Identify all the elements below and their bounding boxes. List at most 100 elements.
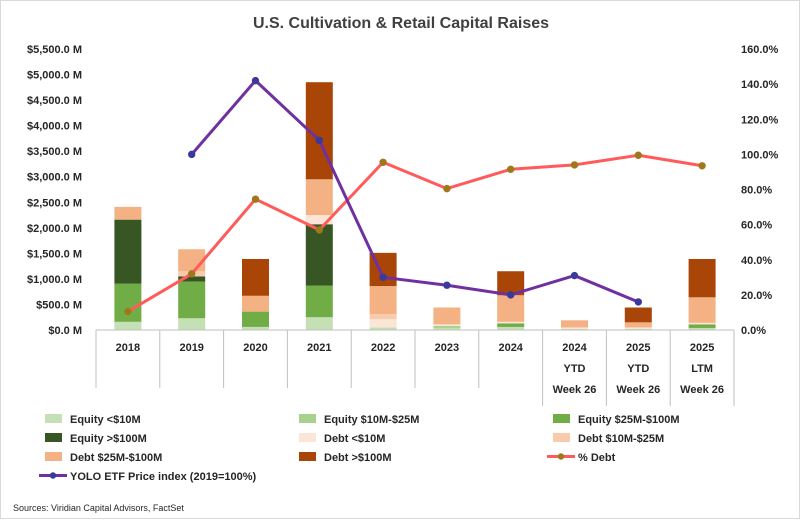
x-tick-label-9-2: Week 26 [680, 384, 724, 396]
y-right-tick-label-5: 100.0% [741, 149, 779, 161]
bar-segment-1-5 [433, 325, 461, 328]
legend-swatch-stack-4 [299, 433, 316, 442]
legend-label-stack-5: Debt $10M-$25M [578, 433, 664, 445]
legend-marker-line-0 [557, 453, 565, 460]
bar-segment-6-9 [688, 297, 716, 323]
y-right-tick-label-1: 20.0% [741, 290, 772, 302]
bar-segment-4-9 [688, 322, 716, 325]
bar-segment-3-1 [178, 276, 206, 282]
x-tick-label-8-1: YTD [627, 363, 649, 375]
legend: Equity <$10M Equity $10M-$25M Equity $25M-… [39, 414, 679, 483]
line-point-1-5 [443, 281, 451, 289]
legend-swatch-stack-0 [45, 414, 62, 423]
x-tick-label-9-0: 2025 [690, 342, 714, 354]
x-tick-label-7-1: YTD [564, 363, 586, 375]
legend-label-stack-0: Equity <$10M [70, 414, 141, 426]
line-point-0-2 [251, 195, 260, 203]
y-right-tick-label-8: 160.0% [741, 44, 779, 56]
x-tick-label-7-2: Week 26 [553, 384, 597, 396]
bar-segment-4-8 [624, 327, 652, 329]
legend-swatch-stack-5 [553, 433, 570, 442]
bar-segment-4-3 [305, 215, 333, 225]
line-point-1-6 [507, 291, 515, 299]
legend-label-stack-4: Debt <$10M [324, 433, 385, 445]
line-point-0-1 [188, 270, 196, 278]
bar-segment-0-1 [178, 318, 206, 330]
line-point-0-5 [443, 184, 451, 193]
bar-segment-2-9 [688, 324, 716, 328]
bar-segment-3-0 [114, 219, 142, 284]
line-point-1-3 [315, 136, 323, 145]
x-tick-label-8-2: Week 26 [616, 384, 660, 396]
y-left-tick-label-9: $4,500.0 M [27, 95, 82, 107]
chart-title: U.S. Cultivation & Retail Capital Raises [253, 15, 549, 32]
bar-segment-0-7 [561, 328, 588, 330]
line-point-0-8 [634, 151, 642, 159]
legend-label-stack-7: Debt >$100M [324, 452, 392, 464]
line-point-1-8 [634, 298, 642, 306]
x-tick-label-7-0: 2024 [562, 342, 587, 354]
bar-segment-4-7 [561, 327, 588, 329]
axes-layer: $0.0 M $500.0 M $1,000.0 M $1,500.0 M $2,000… [27, 44, 779, 406]
legend-label-stack-1: Equity $10M-$25M [324, 414, 419, 426]
line-point-0-4 [379, 158, 387, 166]
legend-swatch-stack-3 [45, 433, 62, 442]
bar-segment-0-4 [369, 327, 397, 330]
bar-segment-7-8 [624, 307, 652, 323]
bar-segment-2-1 [178, 281, 206, 319]
y-left-tick-label-8: $4,000.0 M [27, 121, 82, 133]
source-note: Sources: Viridian Capital Advisors, Fact… [13, 503, 184, 513]
x-tick-label-9-1: LTM [691, 363, 713, 375]
y-left-tick-label-2: $1,000.0 M [27, 274, 82, 286]
bar-segment-6-5 [433, 307, 461, 325]
x-tick-label-3-0: 2021 [307, 342, 331, 354]
legend-swatch-stack-6 [45, 452, 62, 461]
line-point-0-0 [124, 307, 132, 316]
x-tick-label-0-0: 2018 [116, 342, 140, 354]
bar-segment-6-1 [178, 249, 206, 272]
x-tick-label-5-0: 2023 [435, 342, 459, 354]
bar-segment-0-9 [688, 327, 716, 330]
line-series-1-segment-0 [190, 79, 639, 304]
y-right-tick-label-4: 80.0% [741, 185, 772, 197]
bar-segment-5-4 [369, 314, 397, 320]
legend-marker-line-1 [49, 472, 57, 479]
bar-segment-0-5 [433, 327, 461, 330]
bar-segment-0-2 [242, 326, 269, 330]
bar-segment-6-6 [497, 295, 525, 322]
legend-label-stack-6: Debt $25M-$100M [70, 452, 162, 464]
x-tick-label-1-0: 2019 [179, 342, 203, 354]
bar-segment-3-3 [305, 224, 333, 286]
x-tick-label-2-0: 2020 [243, 342, 267, 354]
line-point-0-7 [570, 161, 579, 169]
x-tick-label-6-0: 2024 [498, 342, 523, 354]
y-left-tick-label-11: $5,500.0 M [27, 44, 82, 56]
y-left-tick-label-10: $5,000.0 M [27, 70, 82, 82]
y-right-tick-label-3: 60.0% [741, 220, 772, 232]
y-left-tick-label-7: $3,500.0 M [27, 146, 82, 158]
bar-segment-4-6 [497, 321, 525, 324]
y-left-tick-label-1: $500.0 M [36, 299, 82, 311]
bars-layer [114, 82, 716, 330]
bar-segment-0-6 [497, 326, 525, 330]
legend-label-stack-3: Equity >$100M [70, 433, 147, 445]
y-left-tick-label-3: $1,500.0 M [27, 248, 82, 260]
bar-segment-4-4 [369, 319, 397, 328]
legend-label-stack-2: Equity $25M-$100M [578, 414, 679, 426]
bar-segment-6-2 [242, 295, 269, 312]
lines-layer [124, 76, 706, 316]
y-right-tick-label-7: 140.0% [741, 79, 779, 91]
bar-segment-0-0 [114, 321, 142, 330]
y-left-tick-label-6: $3,000.0 M [27, 172, 82, 184]
bar-segment-7-9 [688, 258, 716, 298]
bar-segment-4-5 [433, 324, 461, 326]
line-point-0-3 [315, 226, 323, 234]
line-point-0-6 [507, 165, 515, 174]
legend-swatch-stack-1 [299, 414, 316, 423]
y-right-tick-label-0: 0.0% [741, 325, 766, 337]
x-tick-label-8-0: 2025 [626, 342, 650, 354]
y-right-tick-label-6: 120.0% [741, 114, 779, 126]
line-point-1-2 [251, 76, 260, 85]
